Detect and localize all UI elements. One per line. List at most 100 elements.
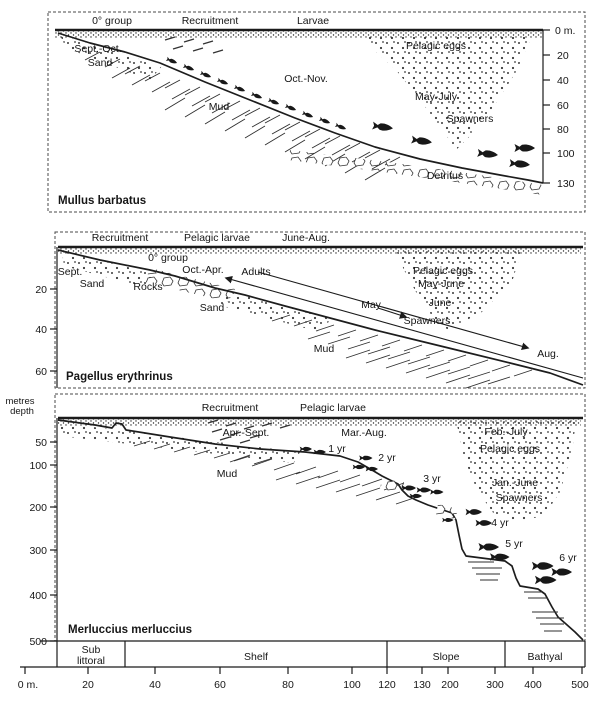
panel-frame [47,11,586,213]
slope-hatching [271,314,533,377]
label-jan-june: Jan.-June [492,477,538,489]
zone-bar: Sub littoral Shelf Slope Bathyal [20,640,586,668]
label-pelagic-eggs: Pelagic eggs [406,40,466,52]
surface-plankton-band [58,248,581,254]
depth-tick-label: 60 [557,100,569,112]
seabed-profile [57,419,584,641]
label-apr-sept: Apr.-Sept. [223,427,270,439]
slope-hatching [133,440,271,465]
surface-plankton-band [58,419,581,426]
scale-tick-label: 130 [413,679,431,691]
depth-axis-left: 20 40 60 [35,247,58,388]
depth-tick-label: 0 m. [555,25,575,37]
rocks [380,478,404,494]
label-oct-nov: Oct.-Nov. [284,73,328,85]
migration-arrow-upslope [224,275,584,379]
scale-tick-label: 400 [524,679,542,691]
label-sand-lower: Sand [200,302,225,314]
label-0-group: 0° group [148,252,188,264]
slope-hatching [111,67,391,170]
label-june-aug: June-Aug. [282,232,330,244]
label-sand-upper: Sand [80,278,105,290]
fish-icon [233,84,246,94]
label-may: May [361,299,382,311]
fish-icon [465,508,482,516]
scale-tick-label: 80 [282,679,294,691]
fish-icon [267,97,280,107]
pelagic-eggs-stipple [456,420,576,521]
species-name: Merluccius merluccius [68,624,192,636]
pelagic-eggs-stipple [360,34,533,150]
fish-icon [551,568,572,576]
label-2yr: 2 yr [378,452,396,464]
label-aug: Aug. [537,348,559,360]
fish-icon [216,77,229,87]
label-1yr: 1 yr [328,443,346,455]
depth-tick-label: 100 [29,460,47,472]
rocks [436,504,458,519]
fish-icon [250,91,263,101]
scale-tick-label: 300 [486,679,504,691]
panel-pagellus-erythrinus: 20 40 60 Recruitment Pelagic larvae June… [35,231,586,389]
depth-tick-label: 100 [557,148,575,160]
fish-icon [372,121,394,133]
depth-tick-label: 20 [557,50,569,62]
zone-sublittoral: Sub [82,644,101,656]
fish-icon [401,485,416,491]
label-sand: Sand [88,57,113,69]
fish-icon [182,63,195,73]
label-spawners: Spawners [404,315,451,327]
label-3yr: 3 yr [423,473,441,485]
label-spawners: Spawners [496,492,543,504]
slope-hatching [345,349,491,389]
label-oct-apr: Oct.-Apr. [182,264,223,276]
zone-sublittoral: littoral [77,655,105,667]
depth-axis-left: 50 100 200 300 400 500 [29,418,58,648]
label-mar-aug: Mar.-Aug. [341,427,387,439]
fish-icon [199,70,212,80]
depth-tick-label: 400 [29,590,47,602]
depth-tick-label: 300 [29,545,47,557]
zone-slope: Slope [433,651,460,663]
scale-tick-label: 500 [571,679,589,691]
label-pelagic-larvae: Pelagic larvae [184,232,250,244]
fish-icon [442,517,454,523]
label-pelagic-eggs: Pelagic eggs [480,443,540,455]
fish-icon [411,135,433,147]
recruitment-dashes [164,36,224,54]
label-recruitment: Recruitment [182,15,239,27]
rocks [145,268,235,302]
depth-tick-label: 500 [29,636,47,648]
fish-icon [531,561,554,571]
detritus-rocks [288,150,543,195]
panel-merluccius-merluccius: 50 100 200 300 400 500 metres depth Recr… [5,393,586,648]
depth-tick-label: 200 [29,502,47,514]
sand-stipple [60,423,300,463]
fish-icon [299,446,312,452]
slope-hatching [307,331,511,385]
fish-icon [430,489,444,495]
depth-tick-label: 130 [557,178,575,190]
fish-icon [318,116,331,126]
depth-axis-right: 0 m. 20 40 60 80 100 130 [542,25,575,190]
fish-icon [509,159,531,169]
scale-tick-label: 40 [149,679,161,691]
fish-icon [478,543,499,551]
ledge-hatching [468,561,502,581]
label-pelagic-larvae: Pelagic larvae [300,402,366,414]
species-name: Mullus barbatus [58,195,146,207]
depth-tick-label: 60 [35,366,47,378]
fish-icon [165,56,178,66]
ledge-hatching [532,611,564,632]
sand-stipple [62,252,158,288]
recruitment-dashes [207,419,291,444]
depth-tick-label: 80 [557,124,569,136]
slope-hatching [275,471,421,505]
fish-icon [359,455,373,461]
depth-tick-label: 20 [35,284,47,296]
scale-tick-label: 20 [82,679,94,691]
seabed-profile [57,249,584,386]
label-larvae: Larvae [297,15,329,27]
